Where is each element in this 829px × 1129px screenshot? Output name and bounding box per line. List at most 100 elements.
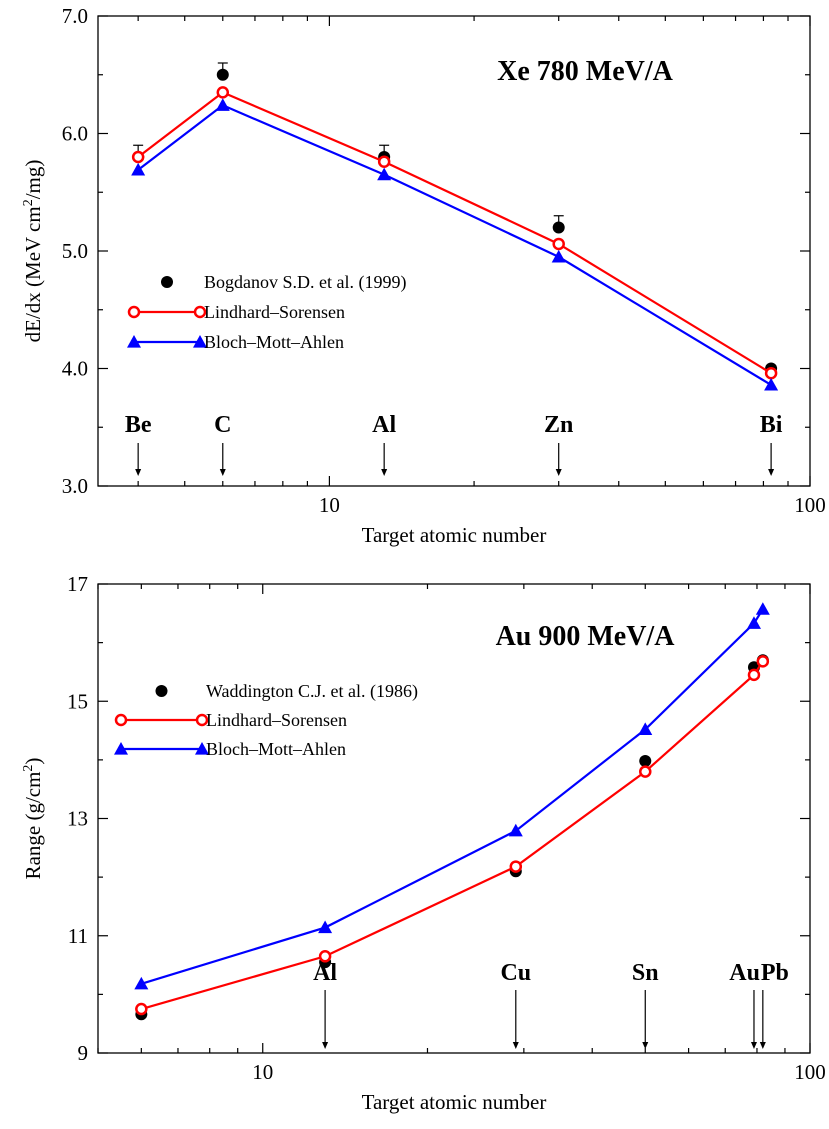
y-tick-label: 3.0 [62,474,88,498]
legend-entry: Bloch–Mott–Ahlen [114,739,346,759]
element-label: Al [372,412,396,438]
series-1 [135,655,770,1016]
data-point [764,366,778,380]
element-marker-au [750,990,757,1049]
element-marker-sn [642,990,649,1049]
element-marker-cu [512,990,519,1049]
series-2 [134,602,770,990]
legend-marker [195,713,209,727]
element-marker-al [381,443,388,476]
x-tick-label: 10 [319,493,340,517]
legend-entry: Bogdanov S.D. et al. (1999) [161,272,406,293]
data-point [377,155,391,168]
data-point [318,920,333,934]
data-point [639,765,652,778]
element-label: Be [125,412,152,438]
x-tick-label: 100 [794,493,826,517]
data-point [215,98,230,111]
data-point [135,1002,148,1016]
legend-label: Bloch–Mott–Ahlen [206,739,346,759]
data-point [746,616,761,629]
arrow-head [642,1042,649,1049]
y-tick-label: 15 [67,689,88,713]
panel-title: Au 900 MeV/A [496,621,676,652]
data-point [638,722,653,735]
y-axis-title: dE/dx (MeV cm2/mg) [21,160,45,343]
element-label: Sn [632,960,659,986]
data-point [764,377,779,391]
arrow-head [322,1042,329,1049]
legend-marker [127,305,141,319]
element-label: C [214,412,231,438]
series-1 [131,86,778,380]
plot-frame [97,15,811,487]
legend-label: Lindhard–Sorensen [204,302,345,322]
element-label: Al [313,960,337,986]
legend-marker [114,713,128,727]
y-tick-label: 4.0 [62,357,88,381]
data-point [216,68,229,81]
data-point [131,162,146,176]
arrow-head [759,1042,766,1049]
element-marker-bi [768,443,775,476]
element-marker-zn [555,443,562,476]
legend-entry: Waddington C.J. et al. (1986) [155,681,418,702]
arrow-head [555,469,562,476]
panel-title: Xe 780 MeV/A [497,56,674,87]
legend-label: Bloch–Mott–Ahlen [204,332,344,352]
data-point [552,221,565,234]
data-point [551,249,566,263]
element-label: Au [729,960,760,986]
element-label: Bi [760,412,783,438]
range-chart: 10 100 9 11 13 15 17 Target atomic number Range … [21,572,826,1114]
legend-label: Bogdanov S.D. et al. (1999) [204,272,406,293]
data-point [134,976,149,990]
legend-marker [193,335,207,348]
data-point [131,150,145,164]
arrow-head [381,469,388,476]
element-label: Zn [544,412,573,438]
data-point [747,668,761,682]
stopping-power-chart: 10 100 3.0 4.0 5.0 6.0 7.0 Target atomic number… [21,4,826,547]
plot-frame [97,583,811,1054]
legend-entry: Lindhard–Sorensen [114,710,347,730]
arrow-head [750,1042,757,1049]
arrow-head [219,469,226,476]
legend-marker [161,276,173,288]
series-line [141,608,764,985]
data-point [509,860,523,873]
element-marker-c [219,443,226,476]
data-point [508,823,523,837]
legend-marker [193,305,207,319]
y-tick-label: 6.0 [62,122,88,146]
legend-entry: Lindhard–Sorensen [127,302,345,322]
legend-entry: Bloch–Mott–Ahlen [127,332,344,352]
data-point [377,167,392,181]
y-tick-label: 7.0 [62,4,88,28]
y-axis-title: Range (g/cm2) [21,758,45,880]
legend-marker [195,742,209,755]
y-tick-label: 9 [78,1041,89,1065]
x-tick-label: 100 [794,1060,826,1084]
arrow-head [768,469,775,476]
element-marker-be [135,443,142,476]
data-point [552,237,565,251]
legend-marker [155,685,168,697]
element-label: Cu [500,960,531,986]
arrow-head [512,1042,519,1049]
x-axis-title: Target atomic number [362,523,547,547]
element-label: Pb [761,960,789,986]
legend-marker [127,335,141,348]
data-point [318,950,332,963]
legend-marker [114,742,128,755]
y-tick-label: 5.0 [62,239,88,263]
series-2 [131,98,779,391]
legend-label: Lindhard–Sorensen [206,710,347,730]
element-marker-al [322,990,329,1049]
y-tick-label: 11 [68,924,88,948]
x-tick-label: 10 [252,1060,273,1084]
data-point [756,655,770,668]
x-axis-title: Target atomic number [362,1090,547,1114]
element-marker-pb [759,990,766,1049]
